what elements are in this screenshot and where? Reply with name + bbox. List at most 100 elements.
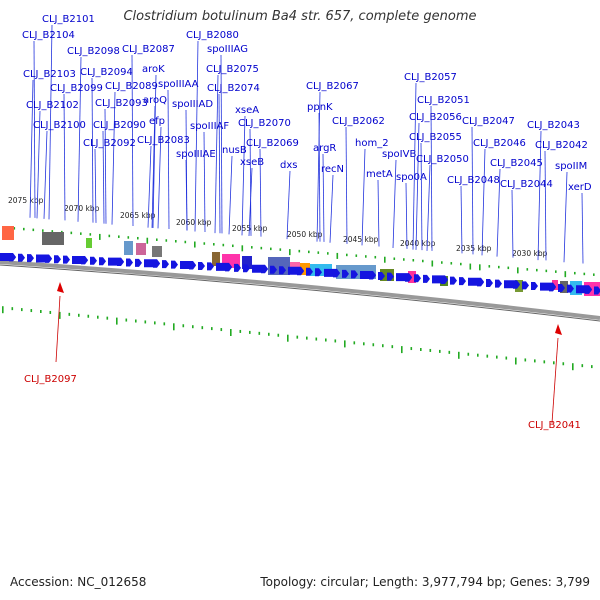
leader-line bbox=[322, 153, 325, 242]
gene-arrow bbox=[81, 256, 88, 265]
tick-mark bbox=[144, 320, 147, 324]
leader-line bbox=[361, 148, 366, 246]
tick-mark bbox=[249, 330, 251, 334]
leader-line bbox=[241, 115, 246, 236]
gene-arrow bbox=[45, 254, 52, 263]
tick-mark bbox=[251, 246, 253, 249]
gene-label: CLJ_B2067 bbox=[306, 81, 359, 92]
gene-label-reverse: CLJ_B2041 bbox=[528, 420, 581, 431]
tick-mark bbox=[553, 361, 555, 365]
feature-block bbox=[86, 238, 92, 248]
tick-mark bbox=[422, 259, 424, 263]
tick-mark bbox=[469, 263, 472, 270]
feature-block bbox=[552, 280, 558, 290]
tick-mark bbox=[220, 328, 223, 332]
tick-mark bbox=[89, 233, 92, 236]
gene-label: CLJ_B2056 bbox=[409, 112, 462, 123]
tick-mark bbox=[410, 347, 413, 351]
gene-label: recN bbox=[321, 164, 344, 175]
tick-mark bbox=[336, 252, 339, 259]
leader-line bbox=[259, 148, 262, 237]
tick-mark bbox=[68, 312, 71, 316]
tick-mark bbox=[460, 262, 462, 266]
feature-block bbox=[212, 252, 220, 266]
gene-label: CLJ_B2042 bbox=[535, 140, 588, 151]
upper-gene-labels: CLJ_B2101 CLJ_B2104 CLJ_B2098 CLJ_B2087 CLJ_… bbox=[22, 14, 592, 264]
leader-line bbox=[228, 155, 233, 235]
leader-line bbox=[91, 77, 94, 223]
tick-mark bbox=[486, 354, 489, 358]
tick-mark bbox=[534, 359, 536, 363]
feature-block bbox=[42, 232, 64, 245]
gene-label: CLJ_B2047 bbox=[462, 116, 515, 127]
gene-arrow bbox=[117, 258, 124, 267]
tick-mark bbox=[203, 242, 206, 245]
leader-line bbox=[36, 110, 41, 219]
leader-line bbox=[249, 128, 252, 236]
gene-label: CLJ_B2099 bbox=[50, 83, 103, 94]
tick-mark bbox=[184, 240, 187, 244]
leader-line bbox=[481, 148, 486, 256]
gene-label: CLJ_B2057 bbox=[404, 72, 457, 83]
kbp-tick-labels: 2075 kbp 2070 kbp 2065 kbp 2060 kbp 2055 kbp… bbox=[8, 196, 548, 258]
tick-mark bbox=[526, 268, 529, 271]
gene-arrow bbox=[333, 269, 340, 278]
leader-line bbox=[151, 105, 156, 228]
tick-mark bbox=[99, 233, 101, 240]
gene-arrow bbox=[486, 278, 493, 287]
gene-arrow bbox=[495, 279, 502, 288]
leader-line bbox=[430, 105, 433, 251]
leader-line bbox=[214, 74, 219, 234]
gene-arrow bbox=[153, 259, 160, 268]
gene-label: CLJ_B2092 bbox=[83, 138, 136, 149]
gene-label: CLJ_B2090 bbox=[93, 120, 146, 131]
tick-mark bbox=[496, 355, 498, 359]
tick-mark bbox=[334, 339, 337, 343]
tick-mark bbox=[97, 315, 99, 319]
tick-mark bbox=[258, 331, 261, 335]
tick-mark bbox=[384, 256, 386, 263]
tick-mark bbox=[135, 319, 137, 323]
kbp-tick-label: 2035 kbp bbox=[456, 244, 492, 253]
gene-label: CLJ_B2075 bbox=[206, 64, 259, 75]
gene-label: efp bbox=[149, 116, 165, 127]
tick-mark bbox=[355, 254, 358, 257]
leader-line bbox=[412, 82, 417, 250]
gene-label: CLJ_B2080 bbox=[186, 30, 239, 41]
genome-backbone-shadow bbox=[0, 264, 600, 322]
tick-mark bbox=[165, 239, 168, 242]
tick-mark bbox=[488, 265, 491, 268]
tick-mark bbox=[106, 316, 109, 320]
gene-arrow bbox=[567, 284, 574, 293]
gene-arrow bbox=[315, 268, 322, 277]
gene-label-reverse: CLJ_B2097 bbox=[24, 374, 77, 385]
gene-arrow bbox=[405, 273, 412, 282]
tick-mark bbox=[298, 249, 301, 253]
gene-arrow bbox=[549, 283, 556, 292]
gene-label: CLJ_B2083 bbox=[137, 135, 190, 146]
feature-block bbox=[2, 226, 14, 240]
tick-mark bbox=[477, 353, 479, 357]
gene-arrow bbox=[234, 263, 241, 272]
leader-line bbox=[152, 74, 157, 229]
gene-arrow bbox=[594, 286, 600, 295]
leader-line bbox=[63, 93, 66, 221]
gene-arrow bbox=[369, 271, 376, 280]
leader-line bbox=[471, 126, 474, 255]
gene-label: spo0A bbox=[396, 172, 427, 183]
genome-backbone bbox=[0, 260, 600, 320]
tick-mark bbox=[70, 231, 73, 235]
reverse-gene-marker bbox=[555, 324, 562, 335]
gene-arrow bbox=[171, 260, 178, 269]
gene-label: CLJ_B2103 bbox=[23, 69, 76, 80]
gene-arrow bbox=[198, 261, 205, 270]
gene-label: hom_2 bbox=[355, 138, 389, 149]
tick-mark bbox=[156, 238, 158, 241]
tick-mark bbox=[545, 269, 548, 273]
gene-label: CLJ_B2102 bbox=[26, 100, 79, 111]
gene-label: spoIIIAD bbox=[172, 99, 213, 110]
leader-line bbox=[131, 54, 134, 227]
tick-mark bbox=[241, 245, 244, 252]
gene-arrow bbox=[189, 261, 196, 270]
leader-line bbox=[544, 150, 547, 261]
